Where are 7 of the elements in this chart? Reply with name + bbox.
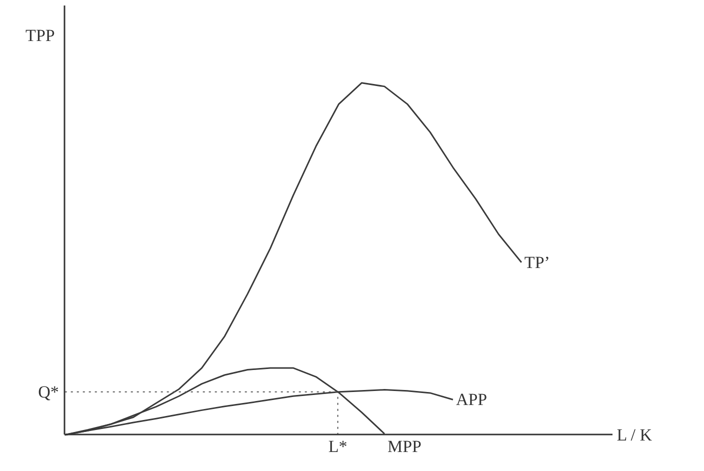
y-axis-title: TPP xyxy=(26,26,55,45)
series-label: MPP xyxy=(387,436,422,456)
series-label: TP’ xyxy=(524,252,550,272)
ref-line-label: Q* xyxy=(38,382,59,402)
text: L* xyxy=(328,436,348,456)
x-axis-title: L / K xyxy=(616,425,653,444)
series-label: APP xyxy=(456,390,488,410)
